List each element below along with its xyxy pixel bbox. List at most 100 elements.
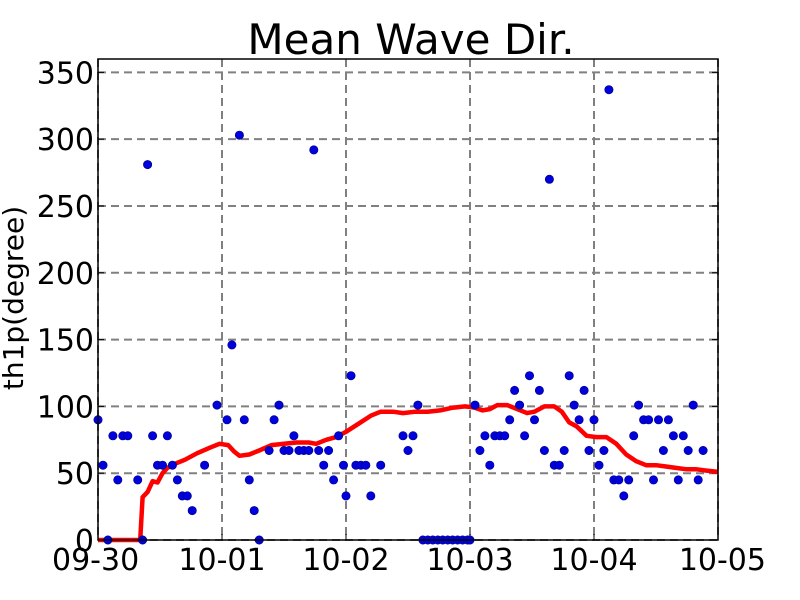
scatter-point	[361, 460, 371, 470]
x-tick-label: 10-04	[550, 543, 637, 578]
plot-frame	[97, 58, 719, 541]
scatter-point	[470, 400, 480, 410]
scatter-point	[663, 415, 673, 425]
scatter-point	[334, 431, 344, 441]
scatter-point	[222, 415, 232, 425]
scatter-point	[284, 445, 294, 455]
scatter-point	[500, 431, 510, 441]
scatter-point	[589, 415, 599, 425]
scatter-point	[634, 400, 644, 410]
scatter-point	[341, 491, 351, 501]
y-tick-label: 0	[75, 524, 94, 559]
scatter-point	[619, 491, 629, 501]
scatter-point	[167, 460, 177, 470]
scatter-point	[644, 415, 654, 425]
scatter-point	[678, 431, 688, 441]
scatter-point	[668, 431, 678, 441]
axis-ticks: 0 50 100 150 200 250 300 350 09-30 10-01 10-02 10-0…	[37, 56, 766, 578]
scatter-point	[403, 445, 413, 455]
scatter-point	[264, 445, 274, 455]
scatter-point	[324, 445, 334, 455]
scatter-point	[346, 371, 356, 381]
scatter-point	[524, 371, 534, 381]
x-tick-label: 10-01	[178, 543, 265, 578]
scatter-point	[338, 460, 348, 470]
scatter-point	[569, 400, 579, 410]
scatter-point	[673, 475, 683, 485]
scatter-point	[329, 475, 339, 485]
x-tick-label: 10-02	[302, 543, 389, 578]
scatter-point	[366, 491, 376, 501]
scatter-point	[554, 460, 564, 470]
scatter-point	[653, 415, 663, 425]
scatter-point	[98, 460, 108, 470]
scatter-point	[475, 445, 485, 455]
scatter-point	[510, 385, 520, 395]
scatter-point	[648, 475, 658, 485]
y-tick-label: 250	[37, 190, 94, 225]
y-tick-label: 350	[37, 56, 94, 91]
scatter-point	[579, 385, 589, 395]
scatter-point	[594, 460, 604, 470]
scatter-point	[683, 445, 693, 455]
mean-line	[98, 402, 719, 543]
scatter-point	[187, 506, 197, 516]
scatter-point	[614, 475, 624, 485]
scatter-point	[314, 445, 324, 455]
scatter-point	[485, 460, 495, 470]
grid-lines	[97, 59, 719, 541]
scatter-point	[604, 85, 614, 95]
scatter-point	[584, 445, 594, 455]
scatter-point	[658, 445, 668, 455]
scatter-point	[158, 460, 168, 470]
scatter-point	[413, 400, 423, 410]
scatter-point	[693, 475, 703, 485]
scatter-point	[534, 385, 544, 395]
scatter-point	[624, 475, 634, 485]
scatter-point	[319, 460, 329, 470]
scatter-point	[274, 400, 284, 410]
scatter-point	[574, 415, 584, 425]
scatter-point	[529, 415, 539, 425]
y-tick-label: 300	[37, 123, 94, 158]
scatter-point	[123, 431, 133, 441]
scatter-point	[234, 130, 244, 140]
scatter-point	[172, 475, 182, 485]
scatter-point	[515, 400, 525, 410]
scatter-point	[309, 145, 319, 155]
scatter-point	[688, 400, 698, 410]
x-tick-label: 10-05	[679, 543, 766, 578]
scatter-point	[133, 475, 143, 485]
scatter-point	[227, 340, 237, 350]
x-tick-label: 09-30	[52, 543, 139, 578]
scatter-point	[289, 431, 299, 441]
scatter-point	[304, 445, 314, 455]
scatter-point	[148, 431, 158, 441]
scatter-point	[539, 445, 549, 455]
scatter-point	[249, 506, 259, 516]
scatter-point	[544, 174, 554, 184]
chart-title: Mean Wave Dir.	[247, 15, 574, 64]
scatter-point	[564, 371, 574, 381]
scatter-point	[200, 460, 210, 470]
x-tick-label: 10-03	[426, 543, 513, 578]
y-axis-label: th1p(degree)	[0, 206, 30, 390]
scatter-point	[698, 445, 708, 455]
y-tick-label: 150	[37, 324, 94, 359]
scatter-point	[599, 445, 609, 455]
scatter-point	[505, 415, 515, 425]
scatter-point	[162, 431, 172, 441]
scatter-point	[520, 431, 530, 441]
scatter-point	[212, 400, 222, 410]
scatter-point	[239, 415, 249, 425]
scatter-point	[376, 460, 386, 470]
y-tick-label: 200	[37, 257, 94, 292]
scatter-point	[398, 431, 408, 441]
series-layer	[93, 85, 719, 545]
scatter-point	[269, 415, 279, 425]
scatter-point	[108, 431, 118, 441]
scatter-point	[143, 160, 153, 170]
y-tick-label: 50	[56, 457, 94, 492]
scatter-point	[113, 475, 123, 485]
